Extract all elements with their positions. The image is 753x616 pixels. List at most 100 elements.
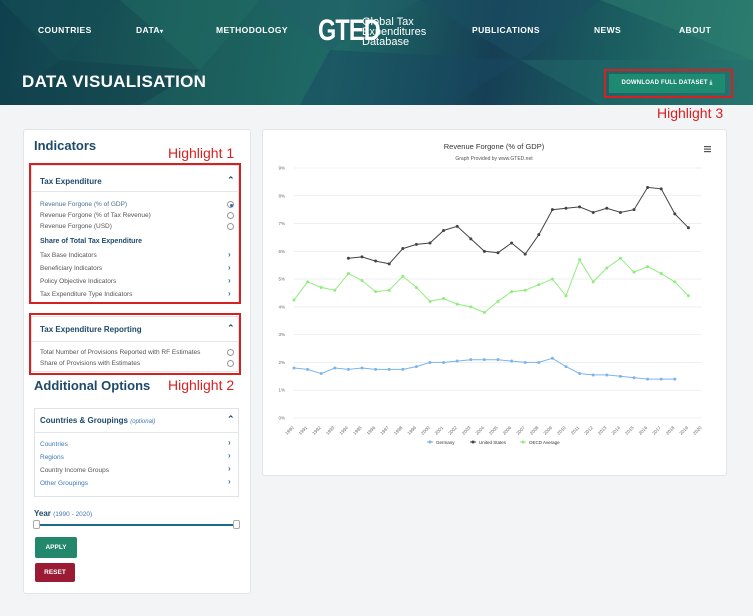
option-share-provisions[interactable]: Share of Provisions with Estimates	[40, 360, 141, 367]
nav-news[interactable]: NEWS	[594, 25, 622, 35]
nav-data[interactable]: DATA▾	[136, 25, 163, 35]
year-slider-end-handle[interactable]	[233, 520, 240, 529]
x-tick-label: 1999	[406, 425, 417, 436]
x-tick-label: 2019	[678, 425, 689, 436]
data-point	[578, 205, 582, 209]
radio-revenue-forgone-tax-revenue[interactable]	[227, 212, 234, 219]
logo-line-3: Database	[362, 36, 410, 48]
data-point	[605, 266, 609, 270]
row-other-groupings[interactable]: Other Groupings	[40, 480, 89, 487]
countries-groupings-header[interactable]: Countries & Groupings (optional)	[40, 416, 155, 425]
data-point	[292, 366, 296, 370]
nav-publications[interactable]: PUBLICATIONS	[472, 25, 540, 35]
accordion-divider	[34, 432, 239, 433]
legend-marker	[471, 440, 475, 444]
chevron-right-icon[interactable]: ›	[228, 276, 231, 285]
radio-total-provisions[interactable]	[227, 349, 234, 356]
option-revenue-forgone-usd[interactable]: Revenue Forgone (USD)	[40, 223, 112, 230]
chevron-up-icon[interactable]: ⌃	[227, 175, 235, 185]
y-tick-label: 4%	[278, 304, 285, 309]
data-point	[306, 367, 310, 371]
year-slider-track[interactable]	[37, 524, 237, 526]
chevron-up-icon[interactable]: ⌃	[227, 323, 235, 333]
data-point	[632, 376, 636, 380]
data-point	[496, 358, 500, 362]
highlight-2-label: Highlight 2	[168, 377, 235, 393]
reset-button[interactable]: RESET	[35, 563, 75, 582]
x-tick-label: 2005	[488, 425, 499, 436]
year-range: (1990 - 2020)	[53, 511, 93, 518]
legend-label: Germany	[436, 440, 455, 445]
data-point	[414, 365, 418, 369]
chevron-right-icon[interactable]: ›	[228, 263, 231, 272]
data-point	[455, 224, 459, 228]
tax-expenditure-header[interactable]: Tax Expenditure	[40, 177, 102, 186]
y-tick-label: 8%	[278, 193, 285, 198]
data-point	[550, 208, 554, 212]
data-point	[686, 226, 690, 230]
option-revenue-forgone-gdp[interactable]: Revenue Forgone (% of GDP)	[40, 201, 128, 208]
chevron-right-icon[interactable]: ›	[228, 438, 231, 447]
x-tick-label: 1998	[393, 425, 404, 436]
chevron-right-icon[interactable]: ›	[228, 451, 231, 460]
row-countries[interactable]: Countries	[40, 441, 68, 448]
indicators-title: Indicators	[34, 138, 97, 153]
data-point	[550, 277, 554, 281]
y-tick-label: 6%	[278, 249, 285, 254]
data-point	[387, 288, 391, 292]
option-revenue-forgone-tax-revenue[interactable]: Revenue Forgone (% of Tax Revenue)	[40, 212, 151, 219]
year-slider-start-handle[interactable]	[33, 520, 40, 529]
y-tick-label: 2%	[278, 360, 285, 365]
chevron-right-icon[interactable]: ›	[228, 289, 231, 298]
radio-share-provisions[interactable]	[227, 360, 234, 367]
chevron-right-icon[interactable]: ›	[228, 250, 231, 259]
nav-countries[interactable]: COUNTRIES	[38, 25, 92, 35]
legend-marker	[428, 440, 432, 444]
chevron-right-icon[interactable]: ›	[228, 477, 231, 486]
x-tick-label: 2014	[610, 425, 621, 436]
y-tick-label: 7%	[278, 221, 285, 226]
series-line-germany	[293, 357, 675, 380]
additional-options-title: Additional Options	[34, 378, 151, 393]
row-te-type-indicators[interactable]: Tax Expenditure Type Indicators	[40, 291, 133, 298]
row-tax-base-indicators[interactable]: Tax Base Indicators	[40, 252, 97, 259]
option-total-provisions[interactable]: Total Number of Provisions Reported with…	[40, 349, 201, 356]
nav-about[interactable]: ABOUT	[679, 25, 712, 35]
data-point	[537, 233, 541, 237]
share-total-heading: Share of Total Tax Expenditure	[40, 238, 143, 245]
x-tick-label: 2006	[502, 425, 513, 436]
data-point	[333, 288, 337, 292]
data-point	[428, 360, 432, 364]
data-point	[387, 262, 391, 266]
download-full-dataset-button[interactable]: DOWNLOAD FULL DATASET ⤓	[609, 74, 725, 93]
countries-groupings-accordion	[34, 408, 239, 497]
data-point	[659, 272, 663, 276]
data-point	[469, 305, 473, 309]
row-policy-objective-indicators[interactable]: Policy Objective Indicators	[40, 278, 117, 285]
chevron-right-icon[interactable]: ›	[228, 464, 231, 473]
data-point	[346, 256, 350, 260]
radio-revenue-forgone-gdp[interactable]	[227, 201, 234, 208]
hamburger-icon[interactable]	[704, 146, 711, 153]
nav-methodology[interactable]: METHODOLOGY	[216, 25, 288, 35]
data-point	[605, 206, 609, 210]
apply-button[interactable]: APPLY	[35, 537, 77, 558]
row-country-income-groups[interactable]: Country Income Groups	[40, 467, 110, 474]
radio-revenue-forgone-usd[interactable]	[227, 223, 234, 230]
x-tick-label: 2001	[434, 425, 445, 436]
data-point	[469, 358, 473, 362]
row-beneficiary-indicators[interactable]: Beneficiary Indicators	[40, 265, 103, 272]
chevron-up-icon[interactable]: ⌃	[227, 414, 235, 424]
data-point	[442, 360, 446, 364]
row-regions[interactable]: Regions	[40, 454, 64, 461]
data-point	[482, 249, 486, 253]
accordion-divider	[31, 191, 239, 192]
x-tick-label: 2011	[570, 425, 581, 436]
reporting-header[interactable]: Tax Expenditure Reporting	[40, 325, 142, 334]
series-line-united-states	[348, 186, 689, 265]
data-point	[387, 367, 391, 371]
year-label: Year (1990 - 2020)	[34, 509, 92, 518]
tax-expenditure-accordion	[31, 165, 239, 303]
data-point	[496, 251, 500, 255]
data-point	[482, 358, 486, 362]
